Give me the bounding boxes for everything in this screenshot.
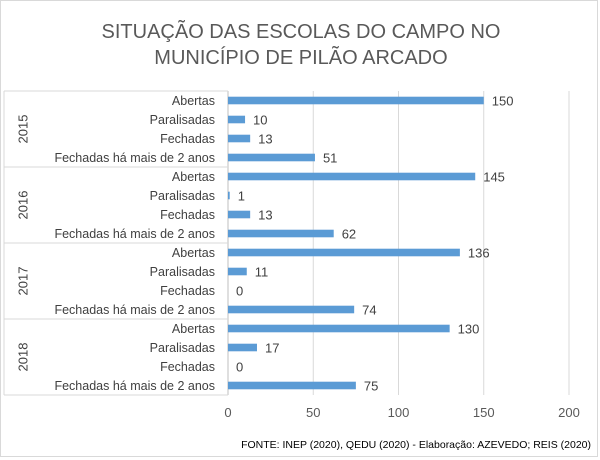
category-label: Abertas <box>172 170 215 184</box>
bar <box>228 191 230 200</box>
category-label: Abertas <box>172 94 215 108</box>
data-label: 75 <box>364 379 378 394</box>
bar <box>228 115 246 124</box>
chart-title-line-1: SITUAÇÃO DAS ESCOLAS DO CAMPO NO <box>102 19 501 43</box>
bar <box>228 305 355 314</box>
data-label: 51 <box>323 151 337 166</box>
x-tick-label: 200 <box>558 405 580 420</box>
x-tick-label: 100 <box>388 405 410 420</box>
data-label: 130 <box>458 322 480 337</box>
x-tick-label: 150 <box>473 405 495 420</box>
category-label: Paralisadas <box>150 341 215 355</box>
category-label: Fechadas há mais de 2 anos <box>54 227 215 241</box>
bar <box>228 134 251 143</box>
category-label: Paralisadas <box>150 265 215 279</box>
bar <box>228 267 247 276</box>
data-label: 11 <box>255 265 269 280</box>
data-label: 0 <box>236 284 243 299</box>
group-label: 2018 <box>15 343 30 372</box>
group-label: 2015 <box>15 115 30 144</box>
category-label: Fechadas <box>160 208 215 222</box>
data-label: 13 <box>258 132 272 147</box>
data-label: 145 <box>483 170 505 185</box>
data-label: 1 <box>238 189 245 204</box>
category-label: Paralisadas <box>150 189 215 203</box>
category-label: Abertas <box>172 322 215 336</box>
category-label: Paralisadas <box>150 113 215 127</box>
category-label: Fechadas <box>160 132 215 146</box>
x-axis-ticks: 0 50 100 150 200 <box>224 405 579 420</box>
data-label: 74 <box>362 303 376 318</box>
bar <box>228 96 484 105</box>
bar <box>228 210 251 219</box>
x-tick-label: 0 <box>224 405 231 420</box>
data-label: 17 <box>265 341 279 356</box>
data-label: 136 <box>468 246 490 261</box>
bar <box>228 248 460 257</box>
category-label: Abertas <box>172 246 215 260</box>
bar <box>228 229 334 238</box>
bars: 150 10 13 51 145 1 13 62 136 11 0 74 130 17 0 75 <box>228 94 513 394</box>
source-note: FONTE: INEP (2020), QEDU (2020) - Elabor… <box>241 439 591 451</box>
data-label: 62 <box>342 227 356 242</box>
bar <box>228 324 450 333</box>
x-tick-label: 50 <box>306 405 320 420</box>
bar <box>228 343 257 352</box>
bar <box>228 381 356 390</box>
group-label: 2017 <box>15 267 30 296</box>
category-label: Fechadas <box>160 284 215 298</box>
category-label: Fechadas há mais de 2 anos <box>54 151 215 165</box>
category-label: Fechadas <box>160 360 215 374</box>
data-label: 13 <box>258 208 272 223</box>
data-label: 150 <box>492 94 514 109</box>
data-label: 10 <box>253 113 267 128</box>
chart-title-line-2: MUNICÍPIO DE PILÃO ARCADO <box>154 45 447 69</box>
bar <box>228 153 315 162</box>
bar <box>228 172 476 181</box>
data-label: 0 <box>236 360 243 375</box>
category-axis: 2015 Abertas Paralisadas Fechadas Fechadas h… <box>3 90 229 396</box>
category-label: Fechadas há mais de 2 anos <box>54 379 215 393</box>
category-label: Fechadas há mais de 2 anos <box>54 303 215 317</box>
group-label: 2016 <box>15 191 30 220</box>
